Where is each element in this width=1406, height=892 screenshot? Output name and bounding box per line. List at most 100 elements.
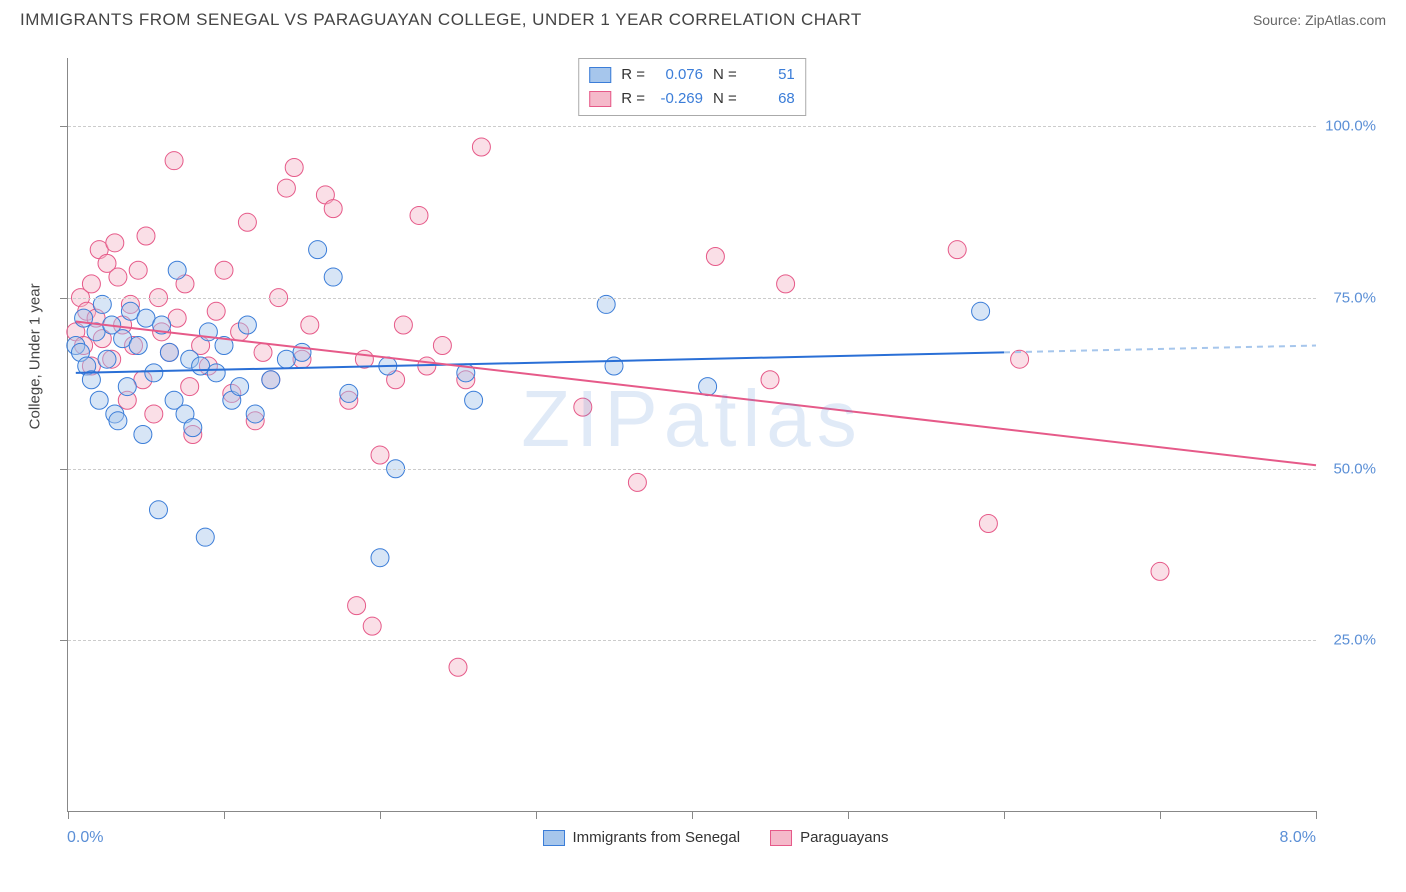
data-point (160, 343, 178, 361)
data-point (285, 159, 303, 177)
data-point (231, 378, 249, 396)
data-point (972, 302, 990, 320)
r-label: R = (621, 87, 645, 111)
data-point (238, 316, 256, 334)
data-point (82, 275, 100, 293)
scatter-plot-svg (68, 58, 1316, 811)
data-point (109, 268, 127, 286)
data-point (184, 419, 202, 437)
n-label: N = (713, 63, 737, 87)
legend-item-paraguay: Paraguayans (770, 829, 888, 846)
data-point (109, 412, 127, 430)
data-point (168, 261, 186, 279)
data-point (254, 343, 272, 361)
data-point (262, 371, 280, 389)
y-tick (60, 126, 68, 127)
gridline-h (68, 126, 1316, 127)
x-tick (692, 811, 693, 819)
data-point (207, 364, 225, 382)
x-tick (380, 811, 381, 819)
chart-title: IMMIGRANTS FROM SENEGAL VS PARAGUAYAN CO… (20, 10, 862, 30)
data-point (433, 337, 451, 355)
data-point (706, 248, 724, 266)
x-tick (536, 811, 537, 819)
data-point (145, 364, 163, 382)
legend-label-senegal: Immigrants from Senegal (573, 829, 741, 846)
data-point (134, 426, 152, 444)
source-attribution: Source: ZipAtlas.com (1253, 12, 1386, 28)
data-point (371, 446, 389, 464)
data-point (761, 371, 779, 389)
data-point (777, 275, 795, 293)
data-point (324, 268, 342, 286)
legend-swatch-senegal (543, 830, 565, 846)
legend-series: Immigrants from Senegal Paraguayans (543, 829, 889, 846)
x-tick (1316, 811, 1317, 819)
regression-line-extrapolated (1004, 346, 1316, 353)
data-point (129, 337, 147, 355)
r-value-paraguay: -0.269 (651, 87, 703, 111)
data-point (363, 617, 381, 635)
data-point (449, 658, 467, 676)
data-point (246, 405, 264, 423)
data-point (948, 241, 966, 259)
y-tick (60, 469, 68, 470)
regression-line (76, 322, 1316, 466)
data-point (238, 213, 256, 231)
data-point (106, 234, 124, 252)
gridline-h (68, 469, 1316, 470)
gridline-h (68, 298, 1316, 299)
data-point (137, 227, 155, 245)
r-value-senegal: 0.076 (651, 63, 703, 87)
data-point (340, 384, 358, 402)
chart-container: College, Under 1 year ZIPatlas R = 0.076… (45, 48, 1386, 852)
legend-swatch-senegal (589, 67, 611, 83)
data-point (699, 378, 717, 396)
source-name: ZipAtlas.com (1305, 12, 1386, 28)
chart-header: IMMIGRANTS FROM SENEGAL VS PARAGUAYAN CO… (0, 0, 1406, 38)
data-point (301, 316, 319, 334)
data-point (1151, 562, 1169, 580)
data-point (196, 528, 214, 546)
data-point (348, 597, 366, 615)
y-tick-label: 25.0% (1333, 631, 1376, 648)
n-value-paraguay: 68 (743, 87, 795, 111)
x-tick (1004, 811, 1005, 819)
y-axis-title: College, Under 1 year (27, 283, 44, 429)
x-axis-max-label: 8.0% (1280, 829, 1316, 847)
data-point (207, 302, 225, 320)
data-point (181, 378, 199, 396)
data-point (165, 152, 183, 170)
data-point (410, 206, 428, 224)
x-axis-min-label: 0.0% (67, 829, 103, 847)
y-tick-label: 100.0% (1325, 118, 1376, 135)
data-point (309, 241, 327, 259)
y-tick-label: 50.0% (1333, 460, 1376, 477)
y-tick (60, 298, 68, 299)
source-label: Source: (1253, 12, 1301, 28)
data-point (465, 391, 483, 409)
legend-item-senegal: Immigrants from Senegal (543, 829, 741, 846)
plot-area: ZIPatlas R = 0.076 N = 51 R = -0.269 N =… (67, 58, 1316, 812)
data-point (628, 473, 646, 491)
data-point (979, 514, 997, 532)
data-point (371, 549, 389, 567)
data-point (605, 357, 623, 375)
data-point (149, 501, 167, 519)
legend-stats-box: R = 0.076 N = 51 R = -0.269 N = 68 (578, 58, 806, 116)
gridline-h (68, 640, 1316, 641)
data-point (90, 391, 108, 409)
data-point (394, 316, 412, 334)
x-tick (848, 811, 849, 819)
data-point (277, 179, 295, 197)
legend-swatch-paraguay (770, 830, 792, 846)
data-point (145, 405, 163, 423)
data-point (129, 261, 147, 279)
data-point (472, 138, 490, 156)
n-value-senegal: 51 (743, 63, 795, 87)
legend-stats-row-1: R = -0.269 N = 68 (589, 87, 795, 111)
data-point (574, 398, 592, 416)
x-tick (1160, 811, 1161, 819)
data-point (324, 200, 342, 218)
data-point (118, 378, 136, 396)
